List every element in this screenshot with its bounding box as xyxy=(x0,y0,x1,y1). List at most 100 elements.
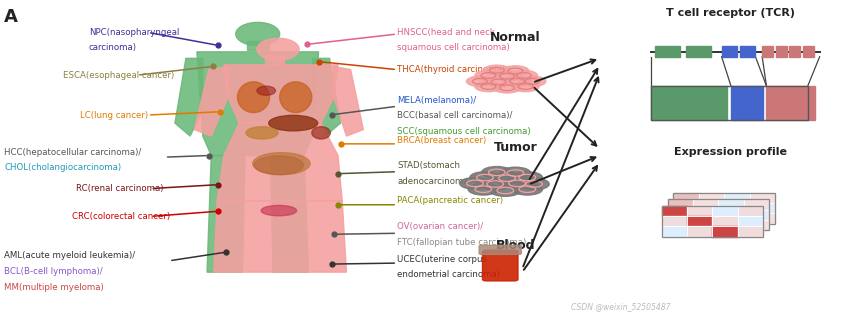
Circle shape xyxy=(518,76,545,87)
Bar xyxy=(692,199,717,210)
Bar xyxy=(717,199,743,210)
Circle shape xyxy=(510,70,537,81)
Text: OV(ovarian cancer)/: OV(ovarian cancer)/ xyxy=(397,222,483,231)
Circle shape xyxy=(518,178,549,190)
Bar xyxy=(766,86,814,120)
Bar xyxy=(667,210,692,220)
Ellipse shape xyxy=(252,153,310,175)
Bar xyxy=(737,226,762,237)
Circle shape xyxy=(503,76,530,87)
Bar xyxy=(749,213,774,224)
Bar xyxy=(692,199,717,210)
Circle shape xyxy=(474,70,501,81)
Bar xyxy=(246,40,268,50)
Text: J: J xyxy=(787,96,793,110)
Bar xyxy=(692,220,717,230)
Text: squamous cell carcinoma): squamous cell carcinoma) xyxy=(397,43,509,52)
Bar xyxy=(686,206,711,216)
Bar xyxy=(717,220,743,230)
Text: CSDN @weixin_52505487: CSDN @weixin_52505487 xyxy=(571,302,670,311)
Circle shape xyxy=(501,178,532,189)
Circle shape xyxy=(490,185,520,196)
Bar xyxy=(673,203,698,213)
Ellipse shape xyxy=(257,38,299,60)
Bar xyxy=(698,203,723,213)
Bar xyxy=(743,210,768,220)
Bar xyxy=(667,210,692,220)
Bar xyxy=(743,199,768,210)
Circle shape xyxy=(479,178,510,190)
Bar xyxy=(711,206,737,216)
Bar xyxy=(711,216,737,226)
Bar xyxy=(723,203,749,213)
Bar xyxy=(717,210,743,220)
Text: Tumor: Tumor xyxy=(493,141,537,154)
Bar xyxy=(661,206,686,216)
Bar xyxy=(737,206,762,216)
Bar xyxy=(661,216,686,226)
Text: T cell receptor (TCR): T cell receptor (TCR) xyxy=(666,8,794,18)
Text: Blood: Blood xyxy=(495,239,534,252)
Bar xyxy=(654,46,679,57)
Circle shape xyxy=(483,65,510,75)
Bar xyxy=(686,226,711,237)
Polygon shape xyxy=(207,156,245,272)
Bar xyxy=(661,226,686,237)
Circle shape xyxy=(511,81,538,92)
Bar xyxy=(686,216,711,226)
Ellipse shape xyxy=(237,82,269,113)
Ellipse shape xyxy=(261,205,296,216)
Circle shape xyxy=(481,167,511,178)
Bar xyxy=(711,206,737,216)
Text: NPC(nasopharyngeal: NPC(nasopharyngeal xyxy=(89,28,179,37)
Bar xyxy=(743,210,768,220)
Circle shape xyxy=(468,183,498,195)
Bar xyxy=(723,203,749,213)
Text: adenocarcinoma): adenocarcinoma) xyxy=(397,177,472,186)
Bar xyxy=(685,46,711,57)
Bar xyxy=(650,86,726,120)
Polygon shape xyxy=(312,58,340,136)
Text: STAD(stomach: STAD(stomach xyxy=(397,161,460,170)
Bar xyxy=(673,193,698,203)
Bar xyxy=(749,203,774,213)
Bar xyxy=(802,46,813,57)
Bar xyxy=(650,86,807,120)
Polygon shape xyxy=(333,66,363,136)
Bar xyxy=(661,206,762,237)
Circle shape xyxy=(511,183,542,195)
Circle shape xyxy=(500,167,530,179)
Bar xyxy=(673,203,698,213)
Bar xyxy=(661,226,686,237)
Bar xyxy=(686,206,711,216)
Text: ESCA(esophageal cancer): ESCA(esophageal cancer) xyxy=(63,71,175,80)
Bar xyxy=(717,220,743,230)
FancyBboxPatch shape xyxy=(479,245,521,254)
Bar xyxy=(667,220,692,230)
Bar xyxy=(737,216,762,226)
Text: endometrial carcinoma): endometrial carcinoma) xyxy=(397,270,500,279)
Polygon shape xyxy=(217,123,342,201)
Text: BCL(B-cell lymphoma)/: BCL(B-cell lymphoma)/ xyxy=(4,267,103,276)
Text: BRCA(breast cancer): BRCA(breast cancer) xyxy=(397,136,486,145)
Ellipse shape xyxy=(257,86,275,95)
Bar xyxy=(686,216,711,226)
Ellipse shape xyxy=(246,127,278,139)
Text: BCC(basal cell carcinoma)/: BCC(basal cell carcinoma)/ xyxy=(397,111,512,121)
Bar xyxy=(692,220,717,230)
Bar xyxy=(749,203,774,213)
Text: D: D xyxy=(741,96,751,110)
Ellipse shape xyxy=(268,115,317,131)
Bar xyxy=(723,213,749,224)
Bar xyxy=(698,193,723,203)
Polygon shape xyxy=(214,201,346,272)
Circle shape xyxy=(493,71,520,81)
Ellipse shape xyxy=(279,82,311,113)
Text: FTC(fallopian tube carcinoma): FTC(fallopian tube carcinoma) xyxy=(397,238,526,247)
Bar xyxy=(673,213,698,224)
Text: RC(renal carcinoma): RC(renal carcinoma) xyxy=(76,184,164,193)
Bar xyxy=(743,199,768,210)
Circle shape xyxy=(466,76,493,87)
Text: LC(lung cancer): LC(lung cancer) xyxy=(80,110,149,120)
Polygon shape xyxy=(175,58,203,136)
